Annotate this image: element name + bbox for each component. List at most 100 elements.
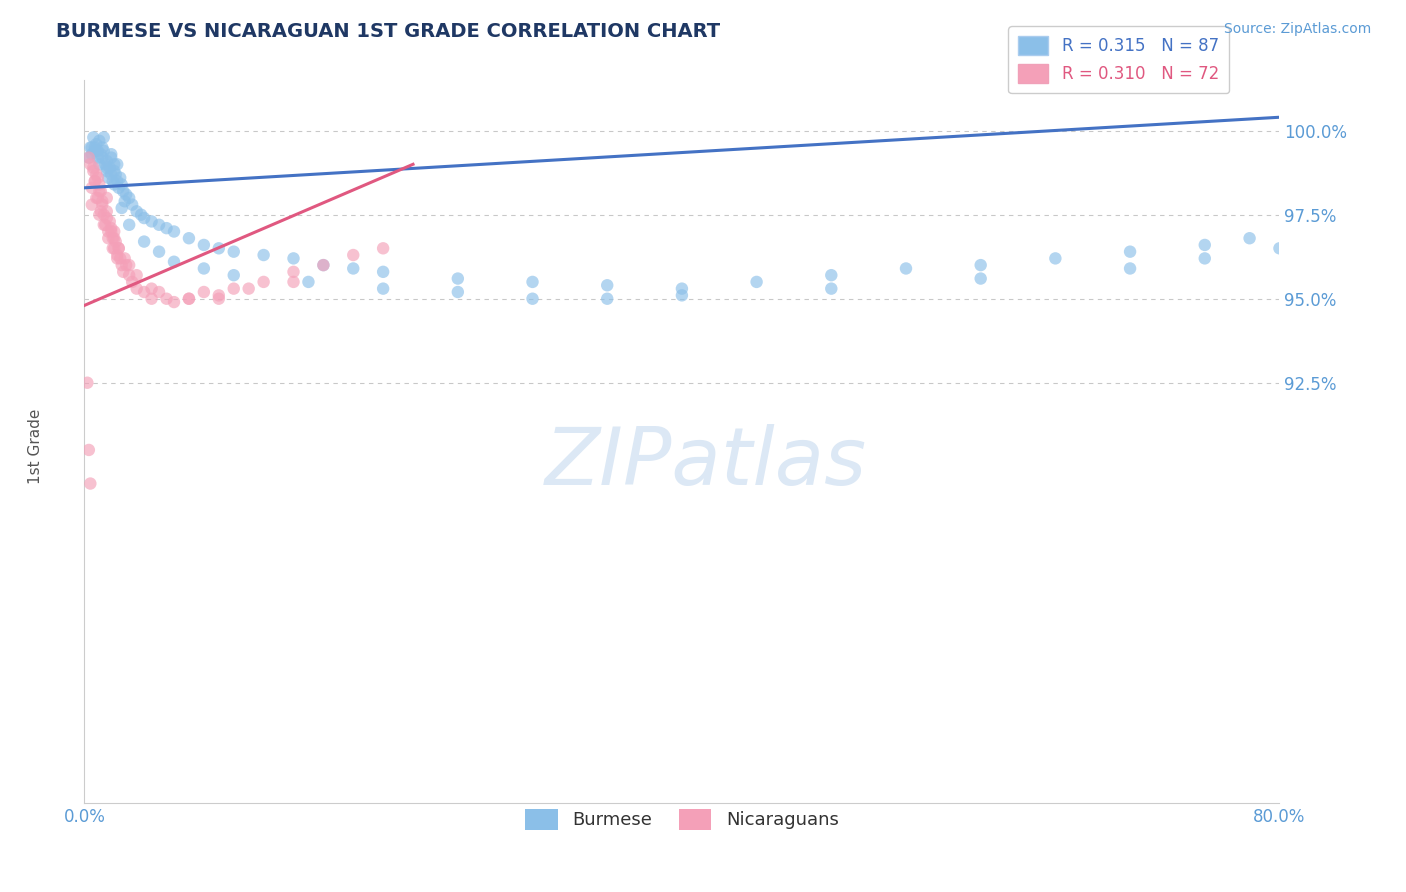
- Point: [193, 261, 215, 276]
- Point: [90, 184, 112, 198]
- Point: [96, 204, 118, 219]
- Point: [107, 241, 129, 255]
- Point: [82, 161, 104, 175]
- Point: [115, 187, 138, 202]
- Point: [86, 191, 108, 205]
- Point: [100, 151, 122, 165]
- Point: [208, 288, 231, 302]
- Point: [103, 157, 125, 171]
- Point: [222, 282, 245, 296]
- Point: [283, 252, 305, 266]
- Point: [163, 225, 186, 239]
- Point: [77, 442, 100, 457]
- Point: [1268, 241, 1291, 255]
- Point: [82, 130, 104, 145]
- Text: 1st Grade: 1st Grade: [28, 409, 42, 483]
- Point: [177, 292, 200, 306]
- Point: [77, 151, 100, 165]
- Point: [98, 214, 121, 228]
- Point: [222, 268, 245, 283]
- Point: [94, 218, 117, 232]
- Point: [103, 225, 125, 239]
- Point: [111, 201, 134, 215]
- Point: [121, 275, 143, 289]
- Point: [208, 241, 231, 255]
- Legend: Burmese, Nicaraguans: Burmese, Nicaraguans: [517, 802, 846, 837]
- Point: [447, 271, 470, 285]
- Point: [125, 204, 148, 219]
- Point: [112, 265, 135, 279]
- Point: [89, 184, 111, 198]
- Point: [105, 174, 128, 188]
- Point: [94, 157, 117, 171]
- Point: [342, 248, 364, 262]
- Point: [155, 221, 177, 235]
- Point: [111, 258, 134, 272]
- Point: [163, 295, 186, 310]
- Point: [148, 244, 170, 259]
- Point: [111, 178, 134, 192]
- Point: [79, 157, 101, 171]
- Text: ZIPatlas: ZIPatlas: [544, 425, 868, 502]
- Point: [80, 197, 103, 211]
- Point: [83, 140, 105, 154]
- Point: [98, 161, 121, 175]
- Point: [79, 140, 101, 154]
- Point: [312, 258, 335, 272]
- Point: [118, 191, 141, 205]
- Point: [312, 258, 335, 272]
- Point: [970, 258, 993, 272]
- Point: [114, 252, 136, 266]
- Point: [129, 208, 152, 222]
- Point: [93, 144, 115, 158]
- Point: [76, 376, 98, 390]
- Point: [97, 231, 120, 245]
- Point: [125, 282, 148, 296]
- Point: [132, 211, 156, 225]
- Point: [83, 174, 105, 188]
- Point: [121, 197, 143, 211]
- Point: [103, 164, 125, 178]
- Point: [96, 191, 118, 205]
- Point: [110, 252, 132, 266]
- Point: [1045, 252, 1067, 266]
- Point: [91, 194, 114, 209]
- Point: [96, 153, 118, 168]
- Point: [132, 285, 156, 299]
- Point: [283, 265, 305, 279]
- Point: [141, 282, 163, 296]
- Point: [96, 211, 118, 225]
- Point: [155, 292, 177, 306]
- Point: [110, 170, 132, 185]
- Point: [90, 147, 112, 161]
- Point: [522, 275, 544, 289]
- Point: [100, 221, 122, 235]
- Point: [91, 151, 114, 165]
- Point: [208, 292, 231, 306]
- Point: [970, 271, 993, 285]
- Point: [91, 140, 114, 154]
- Point: [132, 235, 156, 249]
- Point: [79, 476, 101, 491]
- Point: [238, 282, 260, 296]
- Point: [1239, 231, 1261, 245]
- Point: [671, 282, 693, 296]
- Point: [89, 208, 111, 222]
- Point: [93, 208, 115, 222]
- Point: [86, 137, 108, 152]
- Point: [115, 258, 138, 272]
- Point: [83, 144, 105, 158]
- Point: [671, 288, 693, 302]
- Point: [80, 147, 103, 161]
- Point: [93, 130, 115, 145]
- Point: [96, 161, 118, 175]
- Point: [107, 241, 129, 255]
- Point: [104, 235, 127, 249]
- Point: [105, 252, 128, 266]
- Point: [820, 268, 842, 283]
- Point: [97, 170, 120, 185]
- Point: [222, 244, 245, 259]
- Point: [125, 268, 148, 283]
- Point: [100, 147, 122, 161]
- Point: [596, 292, 619, 306]
